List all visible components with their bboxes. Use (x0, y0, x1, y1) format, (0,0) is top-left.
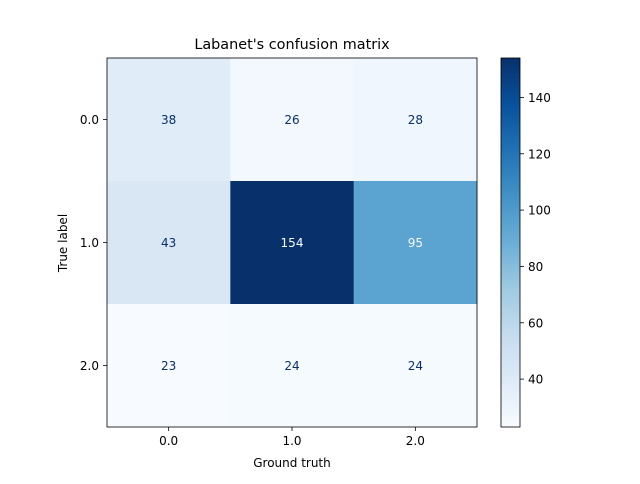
heatmap-cells (107, 58, 478, 428)
y-tick-label-1: 1.0 (80, 236, 99, 250)
heatmap-cell-r1-c1 (230, 181, 355, 305)
heatmap-cell-r0-c2 (353, 58, 478, 182)
x-tick-label-1: 1.0 (282, 434, 301, 448)
x-axis-label: Ground truth (253, 456, 331, 470)
colorbar (500, 57, 521, 428)
colorbar-tick-label-2: 80 (528, 260, 543, 274)
heatmap-cell-r2-c1 (230, 304, 355, 428)
x-axis: 0.0 1.0 2.0 (159, 427, 425, 448)
cell-value-label-r1-c0: 43 (161, 236, 176, 250)
y-tick-label-2: 2.0 (80, 359, 99, 373)
colorbar-tick-label-3: 100 (528, 204, 551, 218)
colorbar-tick-label-0: 40 (528, 373, 543, 387)
x-tick-label-2: 2.0 (406, 434, 425, 448)
cell-value-label-r1-c1: 154 (281, 236, 304, 250)
heatmap-cell-r1-c2 (353, 181, 478, 305)
cell-value-label-r0-c0: 38 (161, 113, 176, 127)
y-tick-label-0: 0.0 (80, 113, 99, 127)
y-axis-label: True label (56, 214, 70, 273)
x-tick-label-0: 0.0 (159, 434, 178, 448)
heatmap-cell-r2-c2 (353, 304, 478, 428)
colorbar-tick-label-1: 60 (528, 316, 543, 330)
heatmap-cell-r0-c1 (230, 58, 355, 182)
cell-value-label-r2-c1: 24 (284, 359, 299, 373)
chart-title: Labanet's confusion matrix (194, 37, 390, 53)
colorbar-tick-label-5: 140 (528, 91, 551, 105)
heatmap-cell-r2-c0 (107, 304, 231, 428)
cell-value-label-r2-c2: 24 (408, 359, 423, 373)
cell-value-label-r2-c0: 23 (161, 359, 176, 373)
cell-value-label-r0-c2: 28 (408, 113, 423, 127)
y-axis: 0.0 1.0 2.0 (80, 113, 107, 373)
heatmap-cell-labels: 38 26 28 43 154 95 23 24 24 (161, 113, 423, 373)
colorbar-tick-label-4: 120 (528, 147, 551, 161)
heatmap-cell-r0-c0 (107, 58, 231, 182)
colorbar-axis: 40 60 80 100 120 140 (520, 91, 551, 387)
cell-value-label-r1-c2: 95 (408, 236, 423, 250)
cell-value-label-r0-c1: 26 (284, 113, 299, 127)
heatmap-cell-r1-c0 (107, 181, 231, 305)
